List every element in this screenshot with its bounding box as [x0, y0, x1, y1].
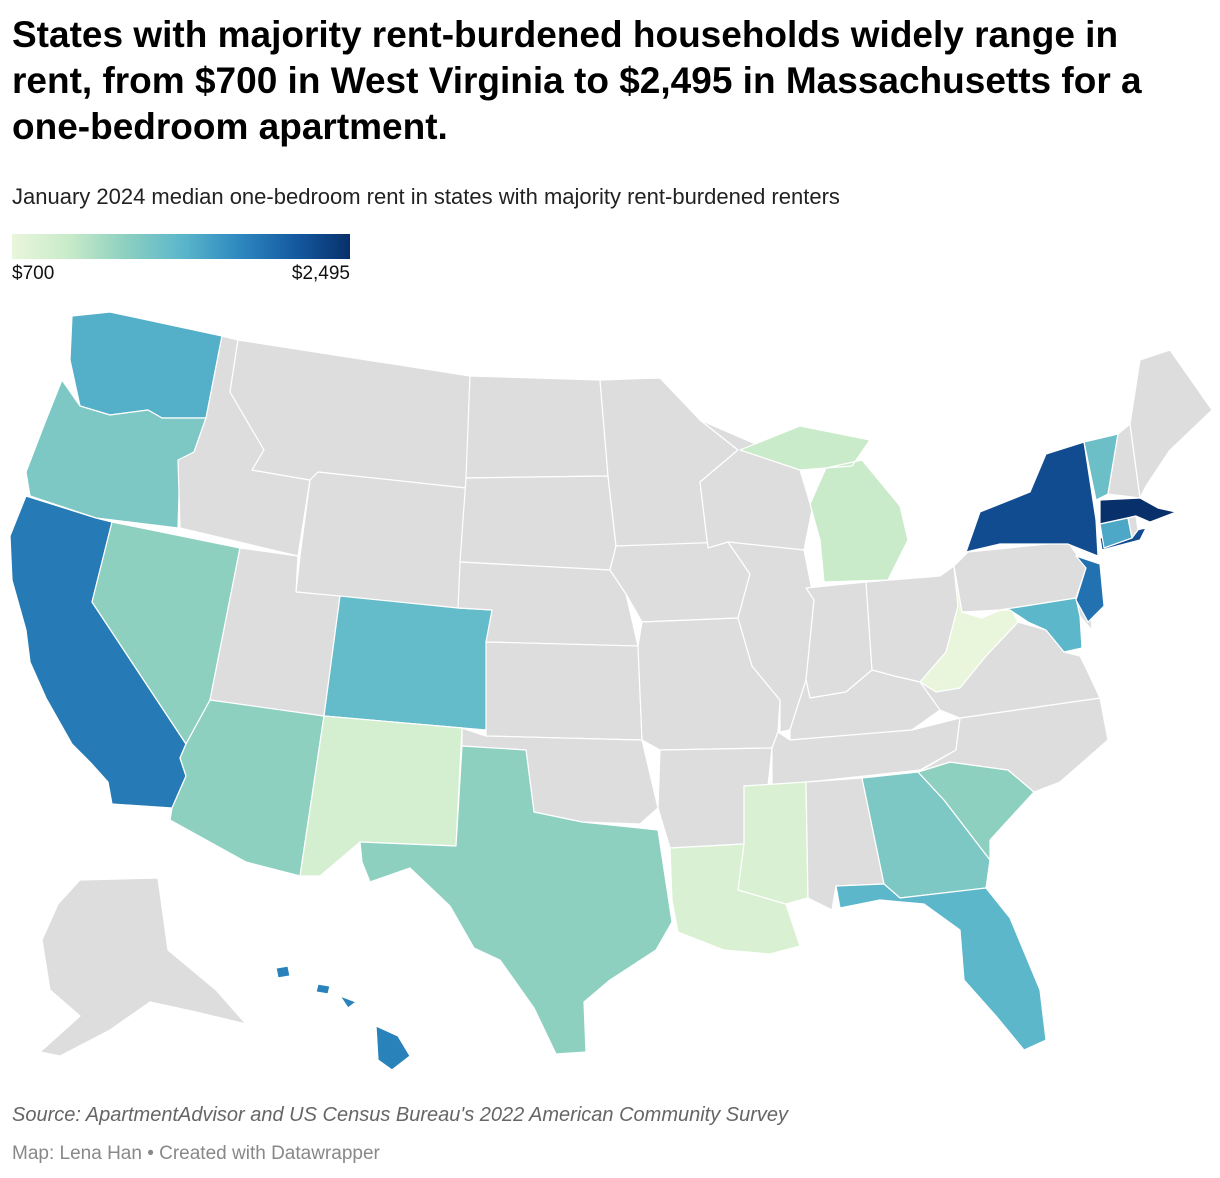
- state-nd[interactable]: [465, 375, 609, 479]
- source-note: Source: ApartmentAdvisor and US Census B…: [12, 1104, 789, 1126]
- state-mt[interactable]: [229, 339, 471, 489]
- state-il[interactable]: [727, 541, 815, 733]
- state-co[interactable]: [323, 595, 493, 731]
- state-tx[interactable]: [359, 745, 673, 1055]
- state-sd[interactable]: [459, 475, 617, 571]
- state-ma[interactable]: [1099, 497, 1177, 525]
- state-ks[interactable]: [485, 641, 643, 741]
- legend-labels: $700 $2,495: [12, 259, 350, 285]
- legend-min-label: $700: [12, 263, 55, 284]
- state-wv[interactable]: [919, 565, 1019, 693]
- state-me[interactable]: [1129, 349, 1213, 499]
- state-ak[interactable]: [39, 877, 247, 1057]
- state-nc[interactable]: [917, 697, 1109, 793]
- legend-max-label: $2,495: [291, 263, 350, 284]
- legend-gradient-bar: [12, 234, 350, 259]
- credit-line: Map: Lena Han • Created with Datawrapper: [12, 1143, 380, 1164]
- state-wa[interactable]: [69, 311, 223, 419]
- chart-subtitle: January 2024 median one-bedroom rent in …: [12, 184, 840, 209]
- state-ri[interactable]: [1127, 515, 1139, 539]
- state-ia[interactable]: [609, 541, 751, 623]
- color-legend: $700 $2,495: [12, 234, 350, 285]
- us-states-map: [9, 311, 1213, 1071]
- state-hi[interactable]: [275, 965, 411, 1071]
- state-nj[interactable]: [1075, 555, 1105, 623]
- state-wy[interactable]: [295, 471, 467, 609]
- chart-title: States with majority rent-burdened house…: [12, 14, 1142, 147]
- state-fl[interactable]: [835, 883, 1047, 1051]
- state-ms[interactable]: [737, 781, 809, 905]
